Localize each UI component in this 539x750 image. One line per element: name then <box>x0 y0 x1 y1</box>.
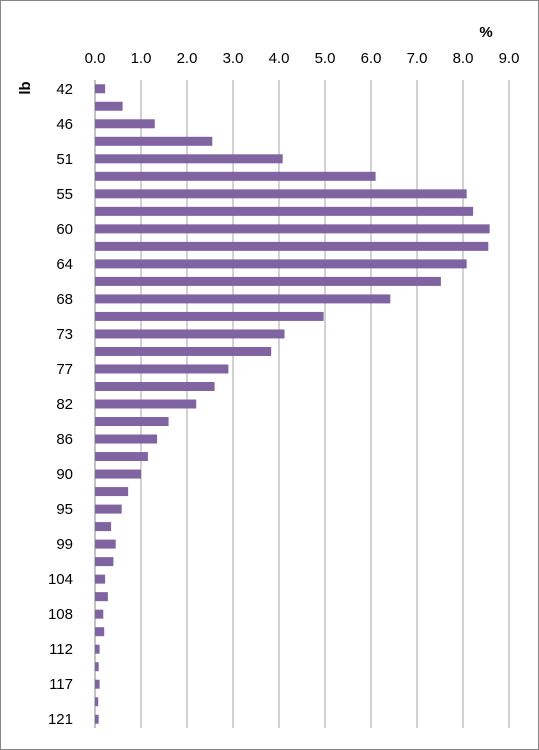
y-tick-label: 42 <box>56 81 73 98</box>
x-axis-label: % <box>479 24 492 41</box>
x-tick-label: 2.0 <box>177 50 198 67</box>
y-tick-label: 117 <box>49 676 73 693</box>
bar <box>95 399 197 409</box>
bar <box>95 241 489 251</box>
y-tick-label: 104 <box>48 571 73 588</box>
bar <box>95 84 106 94</box>
bar <box>95 627 105 637</box>
y-axis-label: lb <box>17 81 34 94</box>
x-tick-label: 6.0 <box>361 50 382 67</box>
x-tick-label: 1.0 <box>131 50 152 67</box>
bar <box>95 346 272 356</box>
bar <box>95 662 99 672</box>
bar <box>95 487 129 497</box>
x-tick-labels: 0.0 1.0 2.0 3.0 4.0 5.0 6.0 7.0 8.0 9.0 <box>85 50 520 67</box>
bar <box>95 592 108 602</box>
bar <box>95 539 116 549</box>
bar <box>95 434 158 444</box>
bar <box>95 714 99 724</box>
y-tick-label: 73 <box>56 326 73 343</box>
y-tick-label: 82 <box>56 396 73 413</box>
gridlines <box>94 80 510 728</box>
bars <box>95 84 490 724</box>
bar <box>95 452 148 462</box>
bar <box>95 294 391 304</box>
y-tick-label: 46 <box>56 116 73 133</box>
bar <box>95 136 213 146</box>
y-tick-label: 77 <box>56 361 73 378</box>
y-tick-label: 51 <box>56 151 73 168</box>
bar <box>95 259 467 269</box>
bar <box>95 311 324 321</box>
bar <box>95 154 283 164</box>
bar <box>95 574 106 584</box>
bar <box>95 644 100 654</box>
y-tick-label: 60 <box>56 221 73 238</box>
y-tick-label: 90 <box>56 466 73 483</box>
y-tick-label: 121 <box>48 711 73 728</box>
bar <box>95 469 141 479</box>
y-tick-label: 68 <box>56 291 73 308</box>
bar <box>95 609 104 619</box>
bar <box>95 329 285 339</box>
bar <box>95 381 215 391</box>
bar <box>95 276 441 286</box>
bar <box>95 557 114 567</box>
bar <box>95 679 100 689</box>
x-tick-label: 0.0 <box>85 50 106 67</box>
y-tick-label: 112 <box>49 641 73 658</box>
bar <box>95 364 229 374</box>
x-tick-label: 3.0 <box>223 50 244 67</box>
bar <box>95 417 169 427</box>
bar <box>95 119 155 129</box>
x-tick-label: 4.0 <box>269 50 290 67</box>
y-tick-labels: 42 46 51 55 60 64 68 73 77 82 86 90 95 99 104 108 112 117… <box>48 81 73 728</box>
y-tick-label: 108 <box>48 606 73 623</box>
bar <box>95 224 490 234</box>
y-tick-label: 55 <box>56 186 73 203</box>
y-tick-label: 64 <box>56 256 73 273</box>
bar <box>95 697 99 707</box>
bar <box>95 522 112 532</box>
bar <box>95 171 376 181</box>
bar <box>95 206 474 216</box>
y-tick-label: 86 <box>56 431 73 448</box>
x-tick-label: 9.0 <box>499 50 520 67</box>
bar <box>95 189 467 199</box>
x-tick-label: 8.0 <box>453 50 474 67</box>
y-tick-label: 99 <box>56 536 73 553</box>
y-tick-label: 95 <box>56 501 73 518</box>
bar <box>95 504 122 514</box>
x-tick-label: 7.0 <box>407 50 428 67</box>
bar <box>95 101 123 111</box>
x-tick-label: 5.0 <box>315 50 336 67</box>
